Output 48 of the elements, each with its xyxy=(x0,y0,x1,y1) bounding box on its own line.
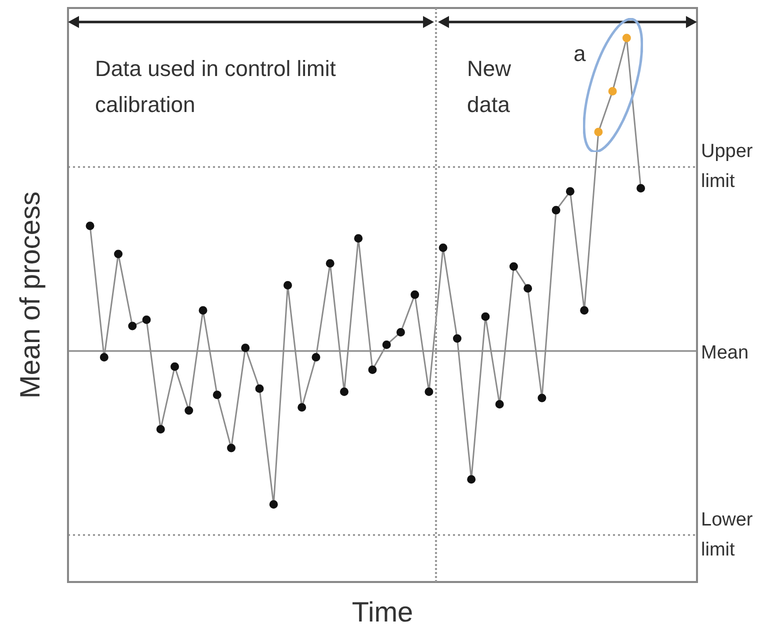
point xyxy=(552,206,560,214)
point xyxy=(114,250,123,258)
point xyxy=(198,306,208,315)
point xyxy=(184,406,194,415)
point xyxy=(495,400,504,408)
point xyxy=(594,128,603,136)
annotation: New data xyxy=(467,56,512,117)
annotation: Data used in control limit calibration xyxy=(95,56,336,117)
point xyxy=(622,34,631,42)
point xyxy=(467,475,476,484)
point xyxy=(326,259,334,268)
point xyxy=(438,243,448,252)
point xyxy=(340,387,348,396)
point xyxy=(580,306,589,315)
point xyxy=(368,366,377,374)
point xyxy=(481,312,490,321)
point xyxy=(269,500,278,509)
point xyxy=(538,394,546,402)
point xyxy=(156,425,165,434)
point xyxy=(382,340,391,350)
ref-line-label: Lower limit xyxy=(701,509,754,560)
point xyxy=(566,187,574,196)
point xyxy=(227,444,236,452)
ref-line-label: Upper limit xyxy=(701,141,754,192)
point xyxy=(255,384,264,393)
point xyxy=(608,87,617,96)
point xyxy=(312,353,320,362)
point xyxy=(452,334,462,343)
point xyxy=(636,184,646,193)
point xyxy=(524,284,532,293)
point xyxy=(509,262,518,271)
point xyxy=(410,290,420,299)
point xyxy=(100,353,108,362)
x-axis-title: Time xyxy=(352,596,414,628)
y-axis-title: Mean of process xyxy=(14,192,46,398)
annotation: a xyxy=(574,41,587,66)
point xyxy=(241,344,250,352)
ref-line-label: Mean xyxy=(701,342,749,364)
point xyxy=(298,403,306,412)
point xyxy=(354,234,363,243)
point xyxy=(424,387,434,396)
point xyxy=(170,362,180,371)
point xyxy=(142,315,151,324)
point xyxy=(212,390,222,400)
point xyxy=(396,328,405,336)
point xyxy=(283,281,292,290)
point xyxy=(86,222,94,230)
point xyxy=(128,322,137,330)
